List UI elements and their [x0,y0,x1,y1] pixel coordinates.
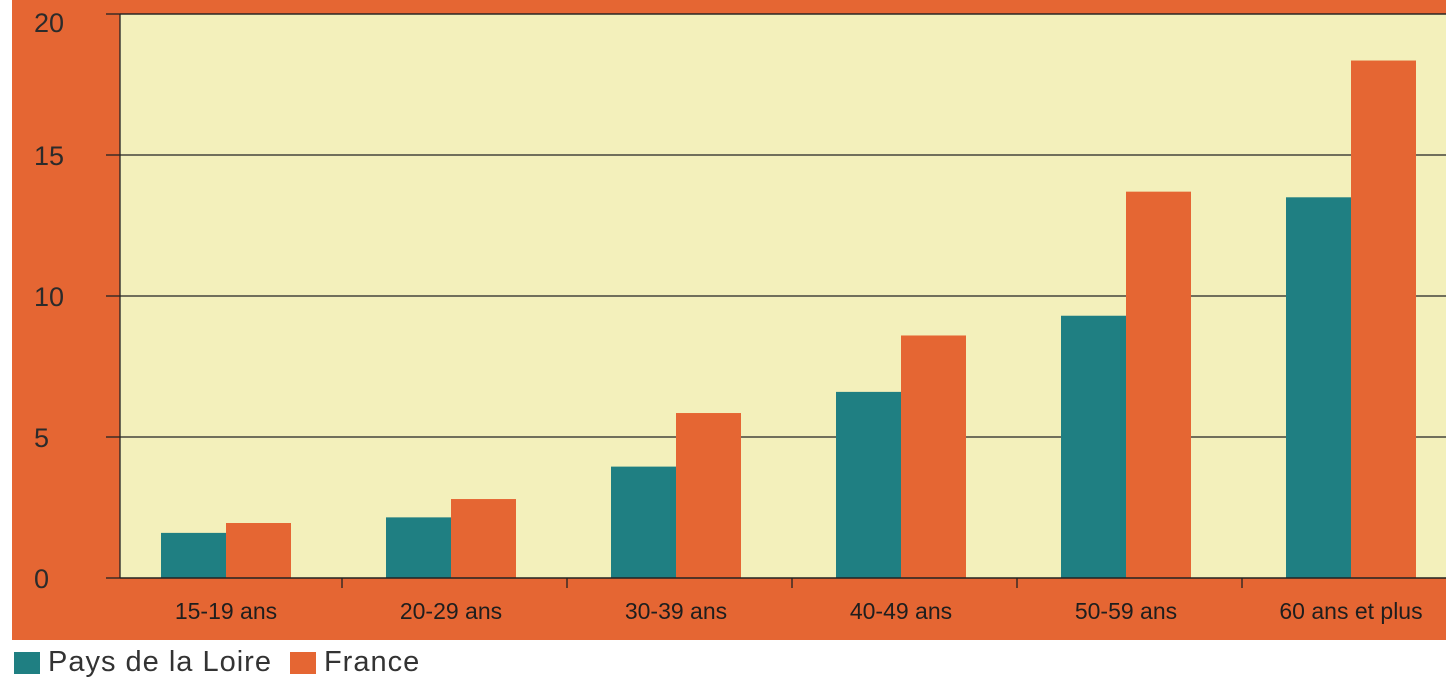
legend-swatch-france [289,651,316,674]
y-tick-label: 20 [34,8,64,38]
x-tick-label: 30-39 ans [625,598,727,624]
labels: 0 5 10 15 20 15-19 ans 20-29 ans 30-39 ans 40-49… [34,8,1423,624]
legend-item-france: France [289,646,421,679]
bar-france [451,499,516,578]
bar-france [226,523,291,578]
y-tick-label: 15 [34,141,64,171]
bar-france [676,413,741,578]
legend-label-pays-de-la-loire: Pays de la Loire [48,646,272,678]
x-tick-label: 20-29 ans [400,598,502,624]
bar-pays-de-la-loire [1061,315,1126,578]
bar-pays-de-la-loire [836,391,901,578]
y-tick-label: 5 [34,423,49,453]
bar-pays-de-la-loire [161,532,226,578]
bar-pays-de-la-loire [386,517,451,578]
x-tick-label: 50-59 ans [1075,598,1177,624]
bar-pays-de-la-loire [611,466,676,578]
bar-france [1351,60,1416,578]
legend-item-pays-de-la-loire: Pays de la Loire [14,646,272,679]
y-tick-label: 10 [34,282,64,312]
bar-france [1126,191,1191,578]
bars [161,60,1416,579]
axes [106,13,1446,588]
bar-france [901,335,966,578]
legend-label-france: France [323,646,421,678]
y-tick-label: 0 [34,564,49,594]
x-tick-label: 40-49 ans [850,598,952,624]
legend: Pays de la Loire France [14,646,438,679]
bar-pays-de-la-loire [1286,197,1351,579]
x-tick-label: 60 ans et plus [1279,598,1422,624]
legend-swatch-pays-de-la-loire [14,651,40,674]
x-tick-label: 15-19 ans [175,598,277,624]
